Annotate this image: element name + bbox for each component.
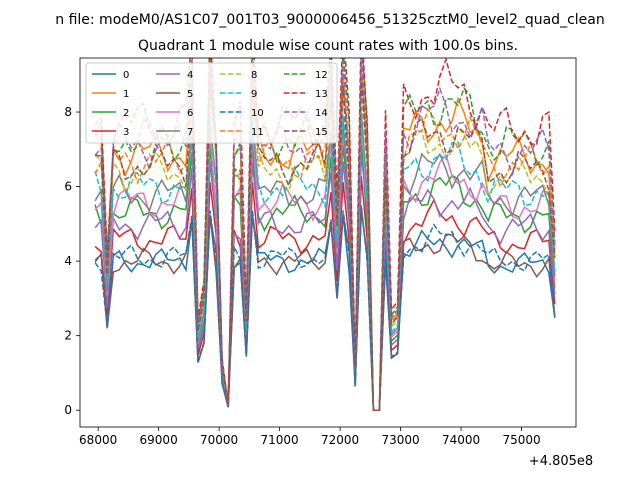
legend-label-10: 10	[251, 108, 264, 119]
legend-label-0: 0	[123, 70, 129, 81]
series-lines	[94, 58, 556, 411]
y-tick-label: 6	[64, 180, 72, 194]
legend-label-11: 11	[251, 127, 264, 138]
legend-label-3: 3	[123, 127, 129, 138]
series-line-10	[94, 205, 556, 411]
y-tick-label: 2	[64, 329, 72, 343]
legend-label-13: 13	[315, 89, 328, 100]
legend-label-7: 7	[187, 127, 193, 138]
x-tick-label: 70000	[200, 433, 238, 447]
x-tick-label: 74000	[442, 433, 480, 447]
legend-label-9: 9	[251, 89, 257, 100]
x-tick-label: 69000	[140, 433, 178, 447]
legend-label-5: 5	[187, 89, 193, 100]
legend-label-4: 4	[187, 70, 193, 81]
series-line-4	[94, 155, 556, 411]
series-line-1	[94, 64, 556, 411]
legend-label-12: 12	[315, 70, 328, 81]
x-axis: 68000 69000 70000 71000 72000 73000 74000 75000	[79, 427, 541, 447]
chart-title: Quadrant 1 module wise count rates with …	[138, 38, 518, 54]
legend-label-2: 2	[123, 108, 129, 119]
y-axis: 0 2 4 6 8	[64, 105, 80, 417]
x-tick-label: 73000	[381, 433, 419, 447]
plot-frame	[79, 57, 577, 428]
series-line-6	[94, 125, 556, 411]
y-tick-label: 4	[64, 254, 72, 268]
legend-label-15: 15	[315, 127, 328, 138]
series-line-8	[94, 86, 556, 411]
figure-title: n file: modeM0/AS1C07_001T03_9000006456_…	[55, 12, 604, 28]
legend-label-8: 8	[251, 70, 257, 81]
legend-label-14: 14	[315, 108, 328, 119]
y-tick-label: 8	[64, 105, 72, 119]
legend-label-1: 1	[123, 89, 129, 100]
x-tick-label: 75000	[502, 433, 540, 447]
x-tick-label: 68000	[79, 433, 117, 447]
series-line-9	[94, 107, 556, 411]
series-line-15	[95, 77, 556, 411]
series-line-2	[94, 138, 556, 411]
y-tick-label: 0	[64, 403, 72, 417]
series-line-5	[94, 209, 556, 411]
series-line-3	[94, 176, 556, 411]
legend-box	[85, 62, 338, 144]
legend-label-6: 6	[187, 108, 193, 119]
x-tick-label: 71000	[261, 433, 299, 447]
x-tick-label: 72000	[321, 433, 359, 447]
x-offset-label: +4.805e8	[529, 454, 593, 469]
